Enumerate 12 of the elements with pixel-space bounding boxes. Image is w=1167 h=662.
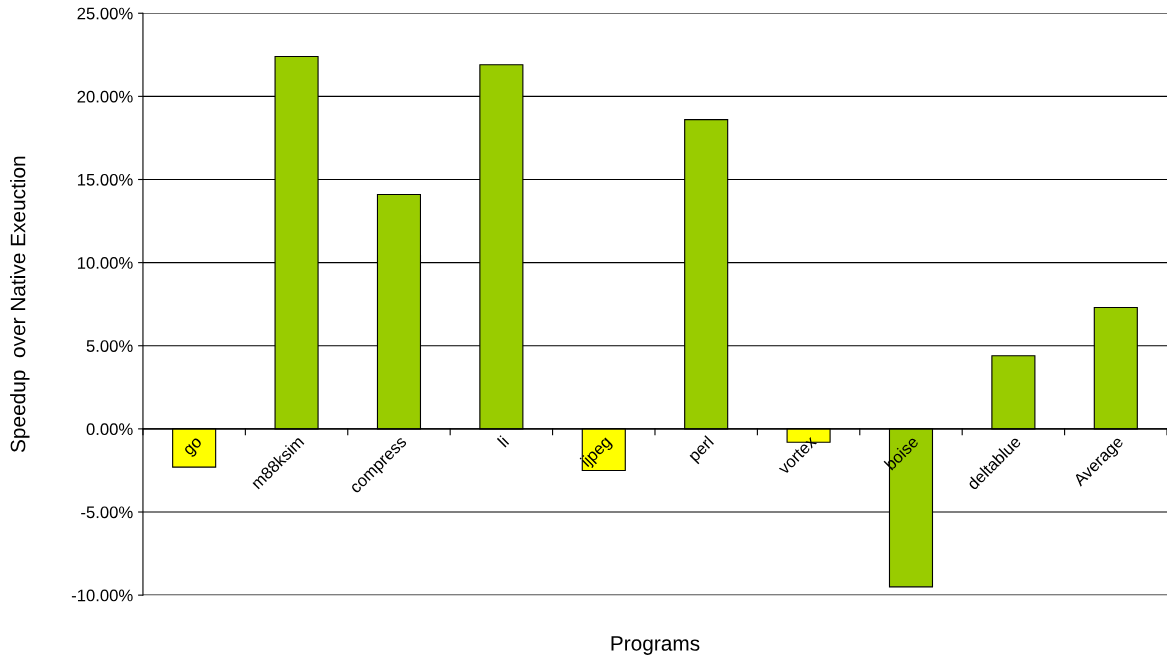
- y-axis-title: Speedup over Native Exeuction: [10, 156, 30, 453]
- y-tick-label: 20.00%: [77, 90, 133, 103]
- y-tick-label: -10.00%: [71, 589, 133, 602]
- y-tick-label: 5.00%: [86, 340, 133, 352]
- x-tick-label: go: [183, 437, 205, 459]
- y-tick-label: -5.00%: [81, 506, 133, 519]
- y-tick-label: 25.00%: [77, 7, 133, 20]
- y-tick-label: 10.00%: [77, 257, 133, 269]
- y-tick-label: 15.00%: [77, 173, 133, 186]
- x-axis-title: Programs: [611, 636, 700, 655]
- y-tick-label: 0.00%: [86, 423, 133, 436]
- x-tick-label: li: [496, 435, 510, 448]
